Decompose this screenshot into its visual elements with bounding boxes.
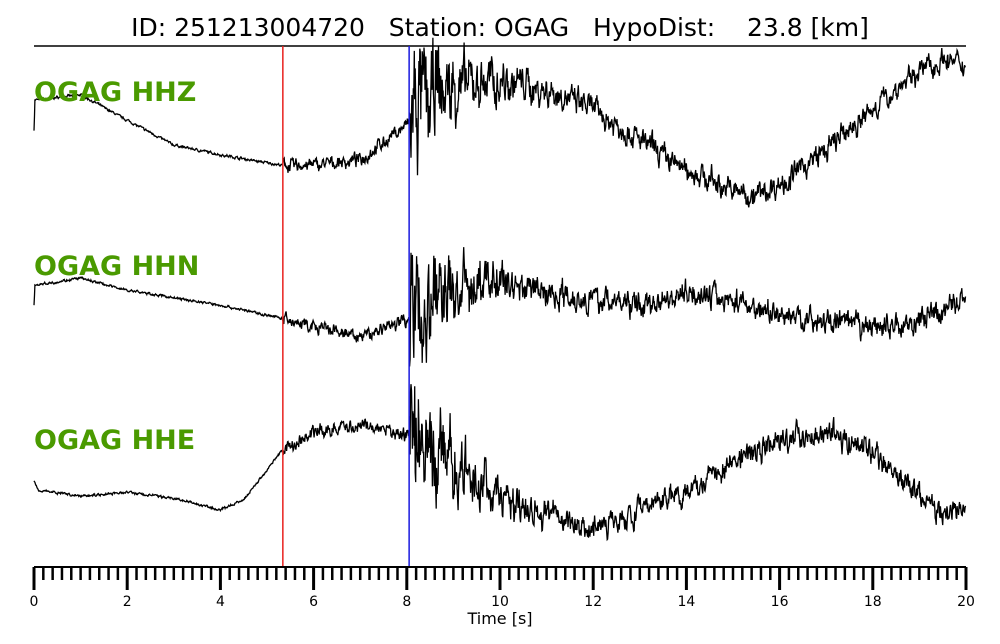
trace-label: OGAG HHZ xyxy=(34,77,196,108)
x-tick-label: 10 xyxy=(491,594,509,610)
x-axis: 0 2 4 6 8 10 12 14 16 18 20 xyxy=(30,566,975,610)
x-tick-label: 4 xyxy=(216,594,225,610)
trace-hhe xyxy=(33,384,967,542)
x-tick-label: 20 xyxy=(957,594,975,610)
x-tick-label: 6 xyxy=(309,594,318,610)
x-tick-label: 16 xyxy=(771,594,789,610)
x-tick-label: 12 xyxy=(584,594,602,610)
trace-hhn xyxy=(33,247,967,367)
trace-label: OGAG HHN xyxy=(34,251,199,282)
trace-hhz xyxy=(33,37,967,208)
x-tick-label: 8 xyxy=(402,594,411,610)
picks-group xyxy=(282,46,410,567)
x-tick-label: 18 xyxy=(864,594,882,610)
chart-title: ID: 251213004720 Station: OGAG HypoDist:… xyxy=(131,13,869,42)
traces-group: OGAG HHZ OGAG HHN OGAG HHE xyxy=(33,37,967,542)
x-tick-label: 14 xyxy=(677,594,695,610)
x-tick-label: 0 xyxy=(30,594,39,610)
trace-label: OGAG HHE xyxy=(34,425,195,456)
x-axis-label: Time [s] xyxy=(466,609,532,628)
x-tick-label: 2 xyxy=(123,594,132,610)
